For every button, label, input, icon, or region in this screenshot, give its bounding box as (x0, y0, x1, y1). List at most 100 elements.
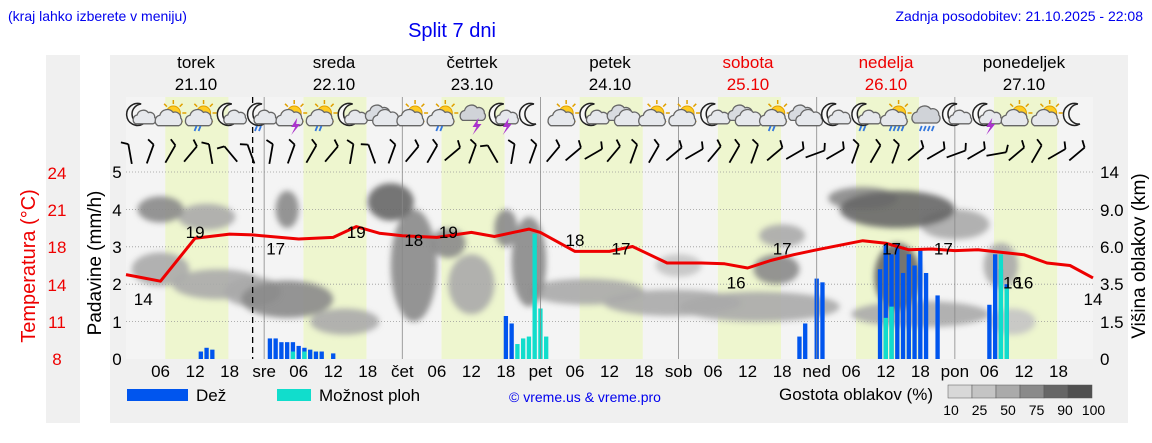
temperature-axis: 8 11 14 18 21 24 (48, 164, 67, 369)
day-headers: torek 21.10 sreda 22.10 četrtek 23.10 pe… (175, 53, 1066, 94)
time-tick-label: čet (391, 362, 414, 381)
temperature-label: 16 (1003, 274, 1022, 293)
wind-barb-feather (120, 141, 129, 146)
wind-barb (869, 138, 882, 164)
wind-barb (907, 140, 925, 162)
wind-barb-shaft (851, 144, 860, 164)
wind-barb-shaft (246, 144, 256, 164)
cloud-icon (879, 108, 908, 127)
temp-tick: 11 (48, 313, 66, 332)
time-tick-label: 18 (773, 362, 792, 381)
sun-ray (405, 103, 410, 108)
day-date-tuesday: 21.10 (175, 75, 218, 94)
wind-barb (507, 139, 516, 165)
cloud-blob (511, 216, 547, 307)
night-band (126, 97, 166, 359)
wind-barb-feather (615, 139, 621, 147)
day-name-wednesday: sreda (313, 53, 356, 72)
density-swatch (1019, 384, 1045, 399)
wind-barb-feather (555, 139, 561, 147)
rain-bar (906, 254, 911, 359)
wind-barb-feather (716, 139, 722, 147)
night-band (228, 97, 265, 359)
wind-barb (891, 138, 900, 164)
wind-barb-shaft (907, 146, 924, 162)
wind-barb (1008, 140, 1026, 162)
night-band (264, 97, 304, 359)
heavy-rain-icon (911, 105, 941, 132)
wind-barb-feather (457, 140, 461, 148)
temp-tick: 24 (48, 164, 67, 183)
time-tick-label: 18 (358, 362, 377, 381)
wind-barb-shaft (387, 144, 397, 164)
sun-cloud-icon (1030, 100, 1063, 127)
cloud-icon (948, 109, 973, 125)
wind-barb-feather (239, 143, 248, 146)
day-date-wednesday: 22.10 (313, 75, 356, 94)
wind-barb (546, 139, 561, 163)
time-tick-label: 18 (1049, 362, 1068, 381)
rain-bar (503, 315, 509, 359)
sun-ray (1055, 103, 1060, 108)
sun-ray (451, 103, 456, 108)
clouds-icon (787, 104, 824, 127)
cloud-icon (668, 108, 697, 127)
rain-bar (987, 304, 992, 359)
sun-cloud-icon (154, 100, 187, 127)
wind-barb-shaft (404, 145, 420, 163)
sun-ray (556, 103, 561, 108)
wind-barb-shaft (946, 149, 966, 159)
shower-legend-label: Možnost ploh (319, 386, 420, 405)
moon-icon (851, 102, 869, 127)
sun-ray (662, 103, 667, 108)
time-tick-label: 06 (151, 362, 170, 381)
rain-bar (273, 338, 278, 359)
cloud-blob (137, 196, 184, 223)
lightning-icon (291, 118, 301, 135)
time-tick-label: 06 (427, 362, 446, 381)
rain-bar (895, 243, 900, 359)
rain-bar (900, 272, 906, 359)
day-name-friday: petek (589, 53, 631, 72)
sun-cloud-icon (396, 100, 429, 127)
sun-ray (647, 103, 651, 108)
wind-barb-shaft (685, 148, 704, 160)
temperature-axis-label: Temperatura (°C) (18, 189, 40, 343)
cloud-icon (396, 108, 425, 127)
wind-barb-shaft (869, 144, 882, 164)
wind-barb (685, 141, 704, 160)
moon-cloud-icon (820, 102, 852, 127)
time-tick-label: 18 (911, 362, 930, 381)
credit-link[interactable]: © vreme.us & vreme.pro (509, 389, 661, 405)
rain-drop (888, 125, 893, 132)
sun-ray (284, 103, 289, 108)
wind-barb-feather (1021, 140, 1026, 148)
sun-ray (435, 103, 440, 108)
wind-barb-shaft (606, 145, 621, 163)
density-label: 100 (1082, 402, 1106, 418)
wind-barb (265, 139, 274, 165)
temperature-label: 16 (1014, 274, 1033, 293)
density-swatch (1043, 384, 1069, 399)
temperature-label: 14 (134, 290, 153, 309)
wind-barb (360, 143, 377, 164)
wind-barb-feather (431, 138, 438, 146)
rain-drop (922, 125, 927, 132)
day-date-saturday: 25.10 (727, 75, 770, 94)
wind-barb (324, 139, 339, 163)
rain-drop (197, 125, 202, 132)
temperature-label: 18 (404, 231, 423, 250)
rain-drop (439, 125, 444, 132)
rain-bar (820, 282, 825, 359)
wind-barb (286, 138, 296, 164)
wind-barb-feather (346, 139, 354, 145)
rain-drop (900, 125, 905, 132)
time-tick-label: 12 (324, 362, 343, 381)
wind-barb-feather (892, 138, 900, 146)
time-tick-label: 06 (289, 362, 308, 381)
density-label: 90 (1057, 402, 1073, 418)
shower-legend-swatch (277, 389, 311, 401)
menu-hint[interactable]: (kraj lahko izberete v meniju) (8, 8, 187, 24)
cloud-icon (795, 108, 824, 127)
